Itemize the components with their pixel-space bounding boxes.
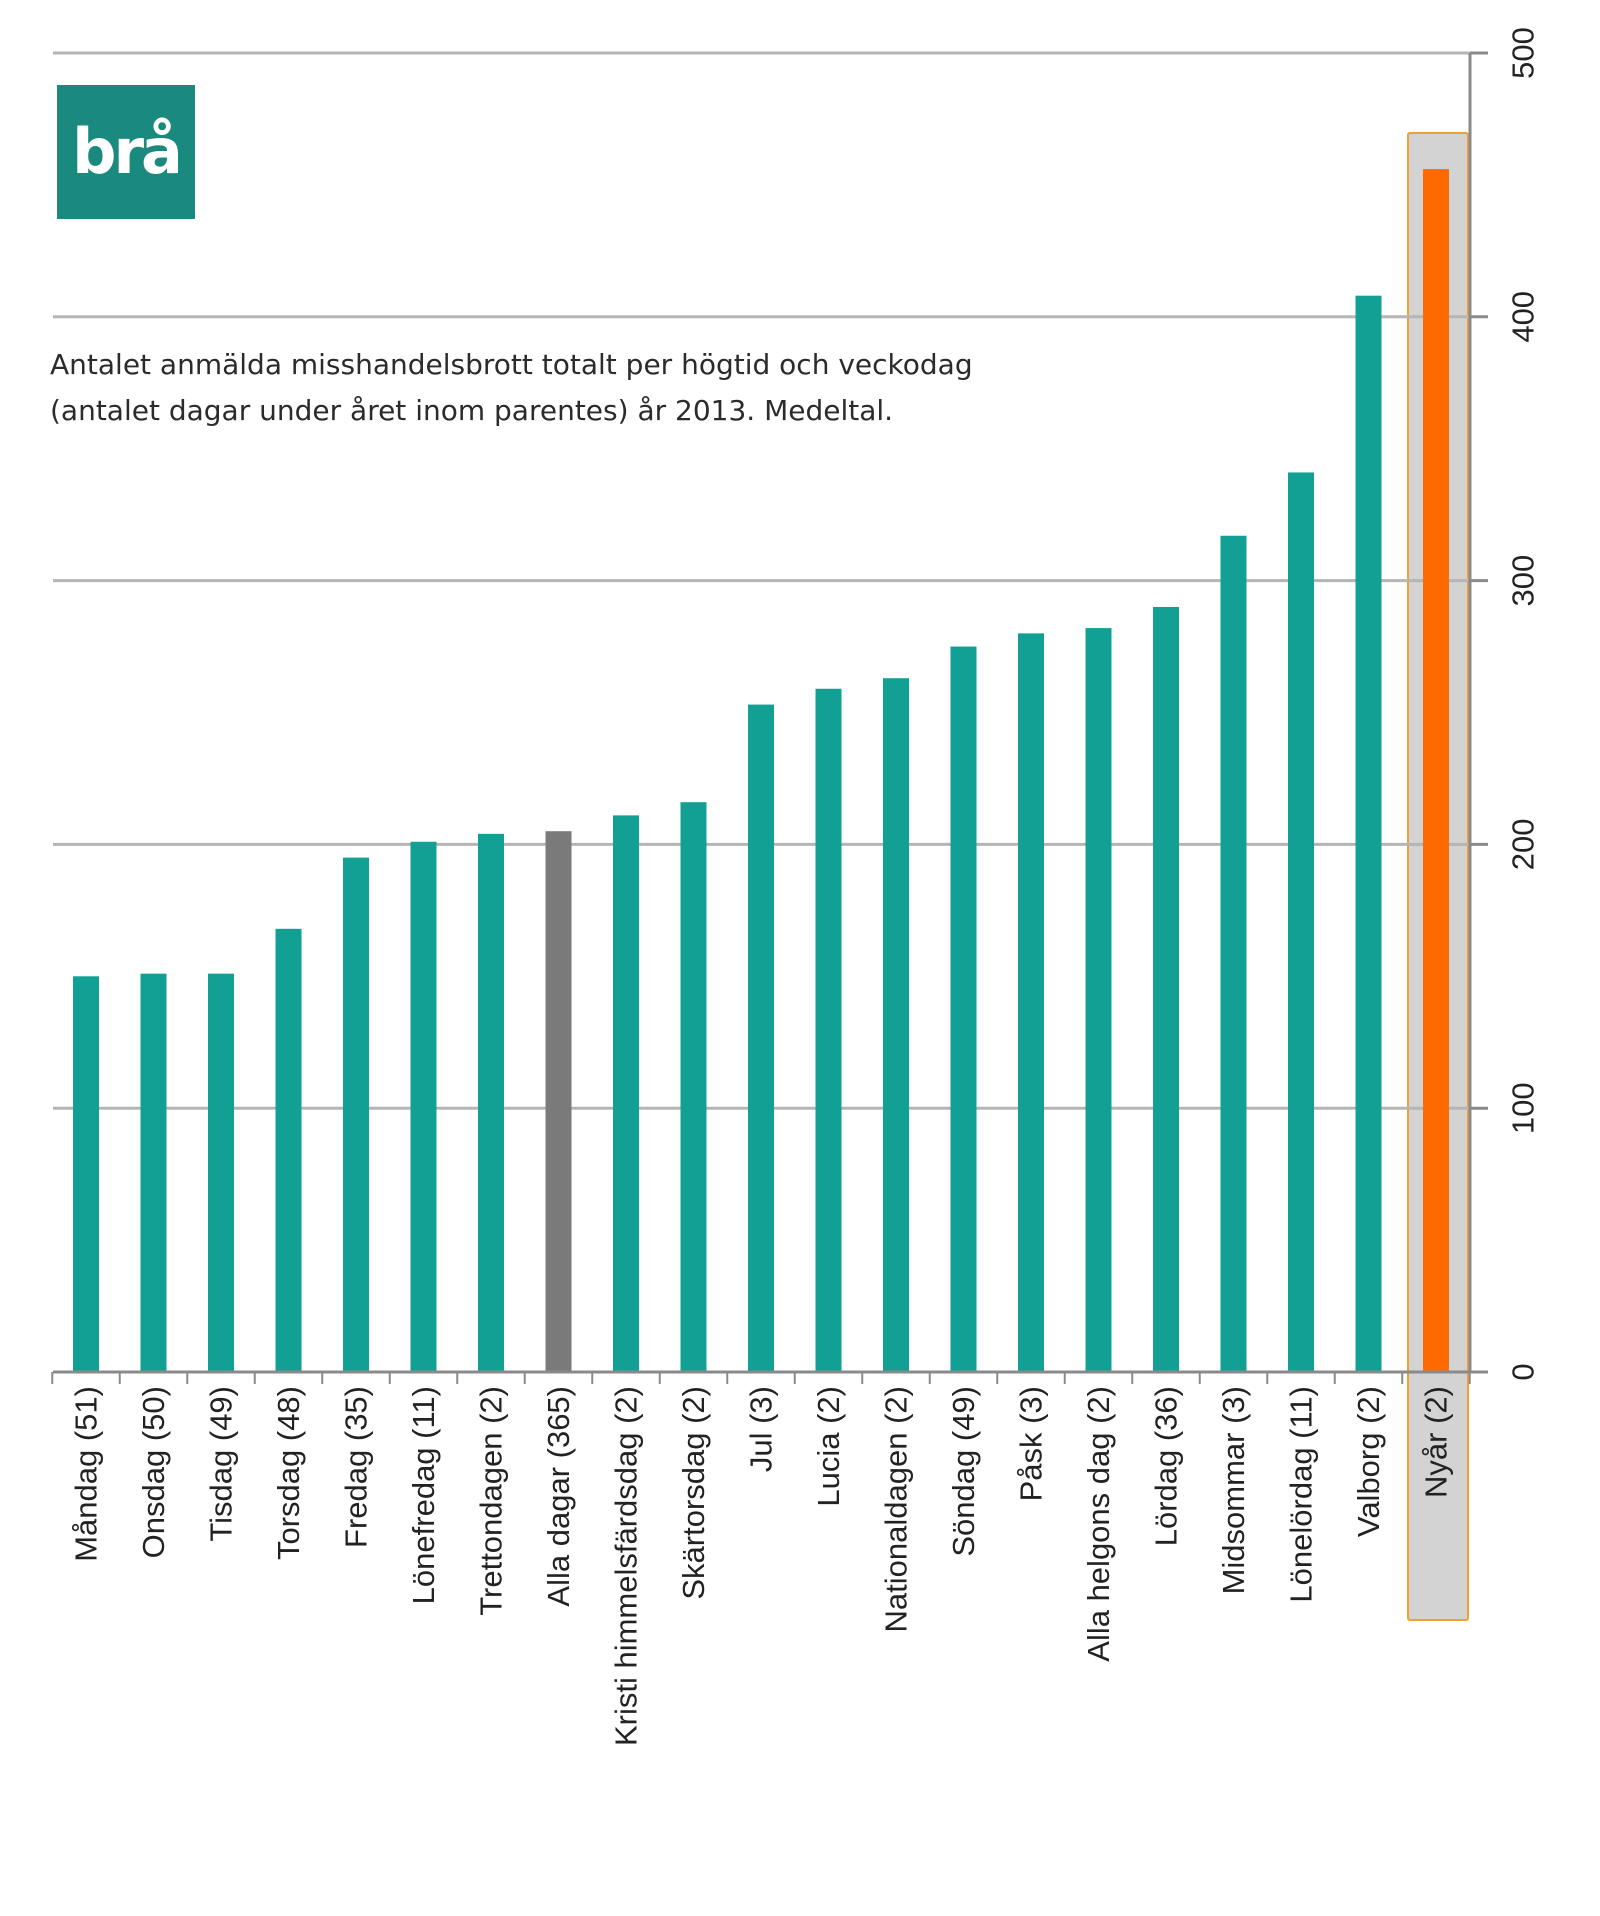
chart-subtitle: (antalet dagar under året inom parentes)… [50, 394, 894, 427]
bar-13 [950, 646, 977, 1372]
category-label-12: Nationaldagen (2) [879, 1386, 914, 1632]
category-label-11: Lucia (2) [811, 1386, 846, 1507]
category-label-6: Trettondagen (2) [474, 1386, 509, 1616]
y-tick-label-0: 0 [1506, 1363, 1541, 1380]
category-label-4: Fredag (35) [339, 1386, 374, 1548]
category-label-20: Nyår (2) [1419, 1386, 1454, 1498]
bar-9 [680, 802, 707, 1372]
bar-14 [1018, 633, 1044, 1372]
bra-logo: brå [57, 85, 195, 219]
category-label-0: Måndag (51) [69, 1386, 104, 1562]
bar-20 [1423, 169, 1449, 1372]
bar-15 [1085, 628, 1112, 1372]
category-label-18: Lönelördag (11) [1284, 1386, 1319, 1603]
category-label-1: Onsdag (50) [136, 1386, 171, 1558]
category-label-14: Påsk (3) [1014, 1386, 1049, 1501]
bar-0 [73, 976, 99, 1372]
y-tick-label-300: 300 [1506, 555, 1541, 607]
bar-4 [343, 857, 369, 1372]
category-label-3: Torsdag (48) [271, 1386, 306, 1560]
y-tick-label-500: 500 [1506, 27, 1541, 79]
y-tick-label-100: 100 [1506, 1082, 1541, 1134]
category-label-9: Skärtorsdag (2) [676, 1386, 711, 1600]
y-tick-label-400: 400 [1506, 291, 1541, 343]
bar-10 [748, 704, 774, 1372]
category-label-15: Alla helgons dag (2) [1081, 1386, 1116, 1662]
category-label-7: Alla dagar (365) [541, 1386, 576, 1607]
category-label-17: Midsommar (3) [1216, 1386, 1251, 1594]
category-label-16: Lördag (36) [1149, 1386, 1184, 1546]
bar-12 [883, 678, 909, 1372]
bar-5 [410, 841, 437, 1372]
bar-11 [815, 688, 842, 1372]
category-label-5: Lönefredag (11) [406, 1386, 441, 1604]
bar-1 [140, 973, 167, 1372]
chart-title: Antalet anmälda misshandelsbrott totalt … [50, 348, 973, 381]
y-tick-label-200: 200 [1506, 819, 1541, 871]
bar-6 [478, 833, 504, 1372]
bar-18 [1288, 472, 1314, 1372]
category-label-2: Tisdag (49) [204, 1386, 239, 1542]
chart-title-block: Antalet anmälda misshandelsbrott totalt … [50, 342, 1250, 434]
logo-text: brå [72, 115, 183, 188]
category-label-13: Söndag (49) [946, 1386, 981, 1557]
bar-3 [275, 928, 302, 1372]
bar-19 [1355, 295, 1382, 1372]
category-label-19: Valborg (2) [1351, 1386, 1386, 1537]
bar-7 [545, 831, 572, 1372]
category-label-10: Jul (3) [744, 1386, 779, 1472]
bar-2 [208, 973, 234, 1372]
bar-8 [613, 815, 639, 1372]
bar-17 [1220, 535, 1247, 1372]
category-label-8: Kristi himmelsfärdsdag (2) [609, 1386, 644, 1746]
bar-16 [1153, 606, 1179, 1372]
